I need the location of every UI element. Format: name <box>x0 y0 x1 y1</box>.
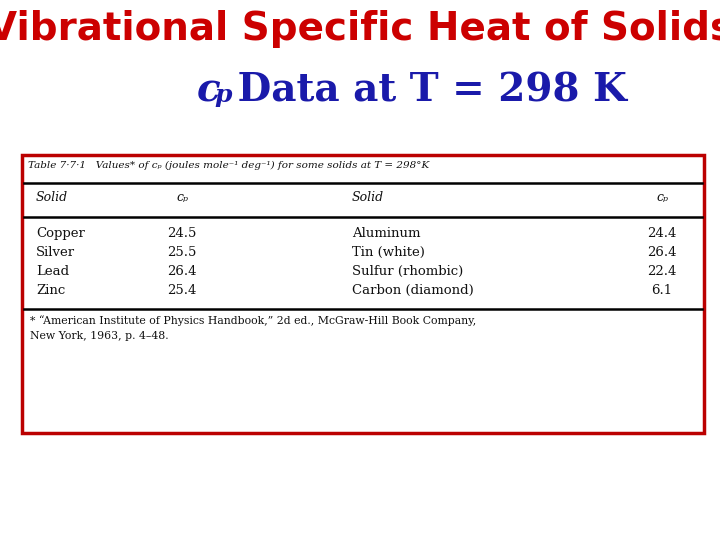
Text: 26.4: 26.4 <box>647 246 677 259</box>
Text: Silver: Silver <box>36 246 75 259</box>
Text: Solid: Solid <box>352 191 384 204</box>
Text: Aluminum: Aluminum <box>352 227 420 240</box>
Text: 24.5: 24.5 <box>167 227 197 240</box>
Text: Tin (white): Tin (white) <box>352 246 425 259</box>
Text: 22.4: 22.4 <box>647 265 677 278</box>
Text: c: c <box>197 72 220 110</box>
Text: Table 7·7·1   Values* of cₚ (joules mole⁻¹ deg⁻¹) for some solids at T = 298°K: Table 7·7·1 Values* of cₚ (joules mole⁻¹… <box>28 161 429 170</box>
Text: 25.5: 25.5 <box>167 246 197 259</box>
Text: 25.4: 25.4 <box>167 284 197 297</box>
Text: * “American Institute of Physics Handbook,” 2d ed., McGraw-Hill Book Company,
Ne: * “American Institute of Physics Handboo… <box>30 315 476 341</box>
Text: cₚ: cₚ <box>176 191 188 204</box>
Text: Zinc: Zinc <box>36 284 66 297</box>
FancyBboxPatch shape <box>22 155 704 433</box>
Text: 24.4: 24.4 <box>647 227 677 240</box>
Text: Carbon (diamond): Carbon (diamond) <box>352 284 474 297</box>
Text: Vibrational Specific Heat of Solids: Vibrational Specific Heat of Solids <box>0 10 720 48</box>
Text: Solid: Solid <box>36 191 68 204</box>
Text: Copper: Copper <box>36 227 85 240</box>
Text: Data at T = 298 K: Data at T = 298 K <box>224 72 627 110</box>
Text: 26.4: 26.4 <box>167 265 197 278</box>
Text: Sulfur (rhombic): Sulfur (rhombic) <box>352 265 463 278</box>
Text: Lead: Lead <box>36 265 69 278</box>
Text: p: p <box>214 83 232 107</box>
Text: cₚ: cₚ <box>656 191 668 204</box>
Text: 6.1: 6.1 <box>652 284 672 297</box>
